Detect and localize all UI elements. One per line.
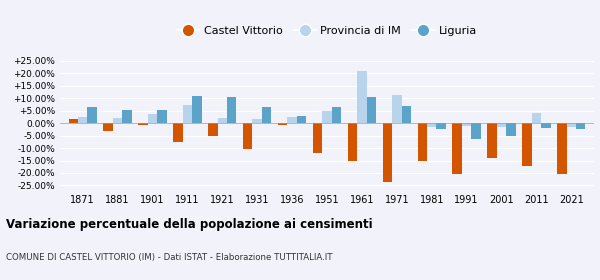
Bar — [576, 123, 586, 129]
Bar — [401, 106, 411, 123]
Text: Variazione percentuale della popolazione ai censimenti: Variazione percentuale della popolazione… — [6, 218, 373, 231]
Bar — [566, 123, 576, 127]
Bar — [182, 104, 192, 123]
Bar — [383, 123, 392, 182]
Bar — [148, 115, 157, 123]
Bar — [122, 109, 132, 123]
Bar — [103, 123, 113, 131]
Bar — [173, 123, 182, 142]
Bar — [88, 107, 97, 123]
Bar — [157, 109, 167, 123]
Bar — [192, 96, 202, 123]
Text: COMUNE DI CASTEL VITTORIO (IM) - Dati ISTAT - Elaborazione TUTTITALIA.IT: COMUNE DI CASTEL VITTORIO (IM) - Dati IS… — [6, 253, 332, 262]
Bar — [487, 123, 497, 158]
Bar — [113, 118, 122, 123]
Bar — [541, 123, 551, 128]
Bar — [78, 117, 88, 123]
Bar — [436, 123, 446, 129]
Bar — [297, 116, 306, 123]
Bar — [287, 117, 297, 123]
Bar — [392, 95, 401, 123]
Bar — [462, 123, 472, 126]
Bar — [332, 107, 341, 123]
Bar — [472, 123, 481, 139]
Bar — [427, 123, 436, 127]
Bar — [322, 111, 332, 123]
Bar — [253, 120, 262, 123]
Bar — [218, 118, 227, 123]
Bar — [497, 123, 506, 127]
Bar — [139, 123, 148, 125]
Bar — [313, 123, 322, 153]
Bar — [348, 123, 357, 160]
Bar — [243, 123, 253, 149]
Legend: Castel Vittorio, Provincia di IM, Liguria: Castel Vittorio, Provincia di IM, Liguri… — [173, 21, 481, 40]
Bar — [227, 97, 236, 123]
Bar — [557, 123, 566, 174]
Bar — [522, 123, 532, 165]
Bar — [506, 123, 515, 136]
Bar — [532, 113, 541, 123]
Bar — [208, 123, 218, 136]
Bar — [357, 71, 367, 123]
Bar — [262, 107, 271, 123]
Bar — [68, 120, 78, 123]
Bar — [367, 97, 376, 123]
Bar — [278, 123, 287, 125]
Bar — [452, 123, 462, 174]
Bar — [418, 123, 427, 160]
